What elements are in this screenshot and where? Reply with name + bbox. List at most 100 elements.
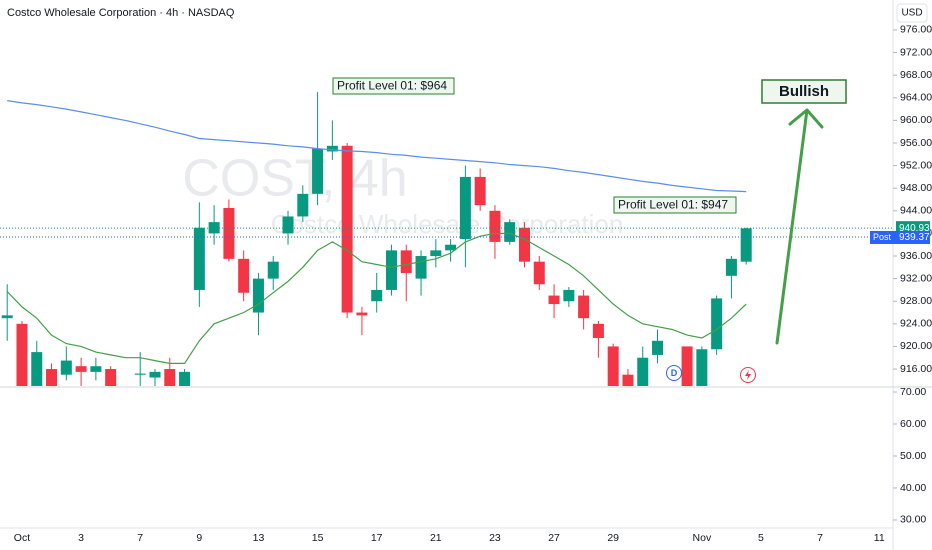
y-tick-label: 972.00 (900, 46, 932, 58)
y-tick-label: 50.00 (900, 450, 926, 462)
y-tick-label: 916.00 (900, 363, 932, 375)
y-tick-label: 928.00 (900, 295, 932, 307)
price-tag (896, 221, 930, 235)
x-tick-label: 29 (607, 532, 619, 544)
candle-body (548, 295, 560, 305)
candle-body (474, 176, 486, 206)
x-tick-label: 27 (548, 532, 560, 544)
candle-body (134, 373, 146, 375)
chart-title: Costco Wholesale Corporation · 4h · NASD… (7, 7, 235, 19)
x-tick-label: 5 (758, 532, 764, 544)
currency[interactable]: USD (901, 8, 922, 19)
candle-body (740, 228, 752, 262)
candle-body (725, 258, 737, 276)
y-tick-label: 976.00 (900, 24, 932, 36)
x-tick-label: 23 (489, 532, 501, 544)
candle-body (459, 176, 471, 240)
candle-body (326, 145, 338, 152)
candle-body (400, 250, 412, 273)
y-tick-label: 60.00 (900, 418, 926, 430)
y-tick-label: 944.00 (900, 205, 932, 217)
x-tick-label: 15 (312, 532, 324, 544)
candle-body (238, 258, 250, 293)
annotation: Profit Level 01: $947 (618, 198, 728, 212)
annotation: Profit Level 01: $964 (337, 79, 447, 93)
trend-arrow (775, 108, 824, 345)
y-tick-label: 948.00 (900, 182, 932, 194)
candle-body (578, 295, 590, 319)
y-tick-label: 968.00 (900, 69, 932, 81)
candle-body (46, 369, 58, 386)
moving-average (7, 100, 747, 193)
annotation-box (761, 79, 847, 104)
candle-body (179, 371, 191, 386)
y-tick-label: 40.00 (900, 482, 926, 494)
y-tick-label: 70.00 (900, 386, 926, 398)
candle-body (31, 352, 43, 386)
candle-body (711, 298, 723, 350)
candle-body (356, 312, 368, 316)
post-tag (870, 230, 930, 244)
candle-body (696, 349, 708, 386)
y-tick-label: 960.00 (900, 114, 932, 126)
x-tick-label: 3 (78, 532, 84, 544)
candle-body (430, 250, 442, 257)
candle-body (312, 148, 324, 194)
candle-body (16, 323, 28, 386)
x-tick-label: 7 (817, 532, 823, 544)
candle-body (267, 261, 279, 279)
candle-body (223, 207, 235, 259)
earnings-icon (745, 370, 751, 380)
candle-body (533, 261, 545, 285)
candle-body (149, 371, 161, 378)
candle-body (607, 346, 619, 386)
candle-body (504, 222, 516, 242)
price-tag-label: 940.93 (899, 223, 930, 234)
post-tag-label: Post (873, 232, 892, 242)
annotation-box (613, 196, 737, 214)
watermark-symbol: COST, 4h (182, 150, 407, 208)
x-tick-label: Nov (693, 532, 712, 544)
event-marker[interactable] (666, 365, 682, 381)
candle-body (341, 145, 353, 313)
x-tick-label: 21 (430, 532, 442, 544)
post-tag-value: 939.37 (899, 232, 930, 243)
candle-body (385, 250, 397, 290)
x-tick-label: 13 (253, 532, 265, 544)
x-tick-label: Oct (14, 532, 30, 544)
candle-body (252, 278, 264, 313)
candle-body (1, 315, 13, 319)
moving-average (6, 232, 747, 364)
candle-body (60, 360, 72, 375)
annotation: Bullish (779, 83, 829, 100)
annotation-box (332, 77, 455, 95)
candle-body (297, 193, 309, 217)
candle-body (622, 374, 634, 386)
y-tick-label: 924.00 (900, 318, 932, 330)
candle-body (105, 369, 117, 386)
y-tick-label: 956.00 (900, 137, 932, 149)
y-tick-label: 964.00 (900, 92, 932, 104)
y-tick-label: 936.00 (900, 250, 932, 262)
candle-body (90, 366, 102, 372)
candle-body (282, 216, 294, 234)
y-tick-label: 932.00 (900, 272, 932, 284)
candle-body (563, 289, 575, 302)
watermark-name: Costco Wholesale Corporation (271, 209, 624, 239)
x-tick-label: 17 (371, 532, 383, 544)
candle-body (208, 222, 220, 234)
candle-body (371, 289, 383, 302)
candle-body (681, 346, 693, 386)
candle-body (519, 227, 530, 262)
currency-button[interactable] (896, 3, 928, 23)
candle-body (489, 210, 501, 242)
y-tick-label: 30.00 (900, 514, 926, 526)
x-tick-label: 7 (137, 532, 143, 544)
candle-body (652, 340, 664, 355)
price-pane (0, 92, 893, 386)
y-tick-label: 920.00 (900, 340, 932, 352)
candle-body (637, 357, 649, 386)
event-marker-label[interactable]: D (671, 368, 678, 378)
